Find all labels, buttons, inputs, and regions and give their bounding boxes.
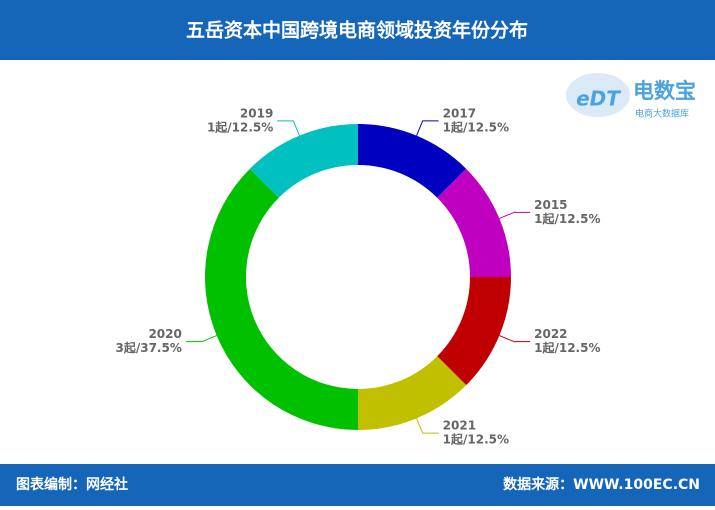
leader-line bbox=[499, 335, 531, 343]
leader-line bbox=[416, 418, 439, 434]
slice-value-label: 3起/37.5% bbox=[115, 340, 181, 355]
slice-label: 2022 bbox=[534, 327, 567, 341]
footer-left: 图表编制：网经社 bbox=[16, 476, 128, 493]
logo: eDT 电数宝 电商大数据库 bbox=[566, 73, 696, 120]
header-bar bbox=[0, 0, 715, 60]
logo-mark: eDT bbox=[576, 87, 621, 111]
donut-slice bbox=[358, 124, 467, 198]
logo-cloud bbox=[566, 73, 630, 117]
logo-name: 电数宝 bbox=[633, 79, 696, 103]
footer-right: 数据来源：WWW.100EC.CN bbox=[503, 476, 700, 493]
leader-line bbox=[416, 120, 439, 136]
donut-slice bbox=[205, 168, 358, 431]
slice-label: 2015 bbox=[534, 198, 567, 212]
slice-label: 2017 bbox=[443, 106, 476, 120]
donut-slice bbox=[437, 277, 511, 386]
logo-subtitle: 电商大数据库 bbox=[635, 108, 689, 120]
slice-label: 2019 bbox=[240, 106, 273, 120]
slice-label: 2020 bbox=[148, 327, 181, 341]
leader-line bbox=[499, 211, 531, 219]
donut-slice bbox=[437, 168, 511, 277]
slice-value-label: 1起/12.5% bbox=[443, 432, 509, 447]
leader-line bbox=[185, 335, 217, 343]
slice-value-label: 1起/12.5% bbox=[534, 340, 600, 355]
chart-title: 五岳资本中国跨境电商领域投资年份分布 bbox=[186, 19, 528, 42]
donut-slice bbox=[249, 124, 358, 198]
slice-value-label: 1起/12.5% bbox=[534, 211, 600, 226]
donut-slice bbox=[358, 356, 467, 430]
footer-bar bbox=[0, 464, 715, 506]
slice-value-label: 1起/12.5% bbox=[443, 119, 509, 134]
slice-label: 2021 bbox=[443, 419, 476, 433]
leader-line bbox=[277, 120, 300, 136]
slice-value-label: 1起/12.5% bbox=[207, 119, 273, 134]
